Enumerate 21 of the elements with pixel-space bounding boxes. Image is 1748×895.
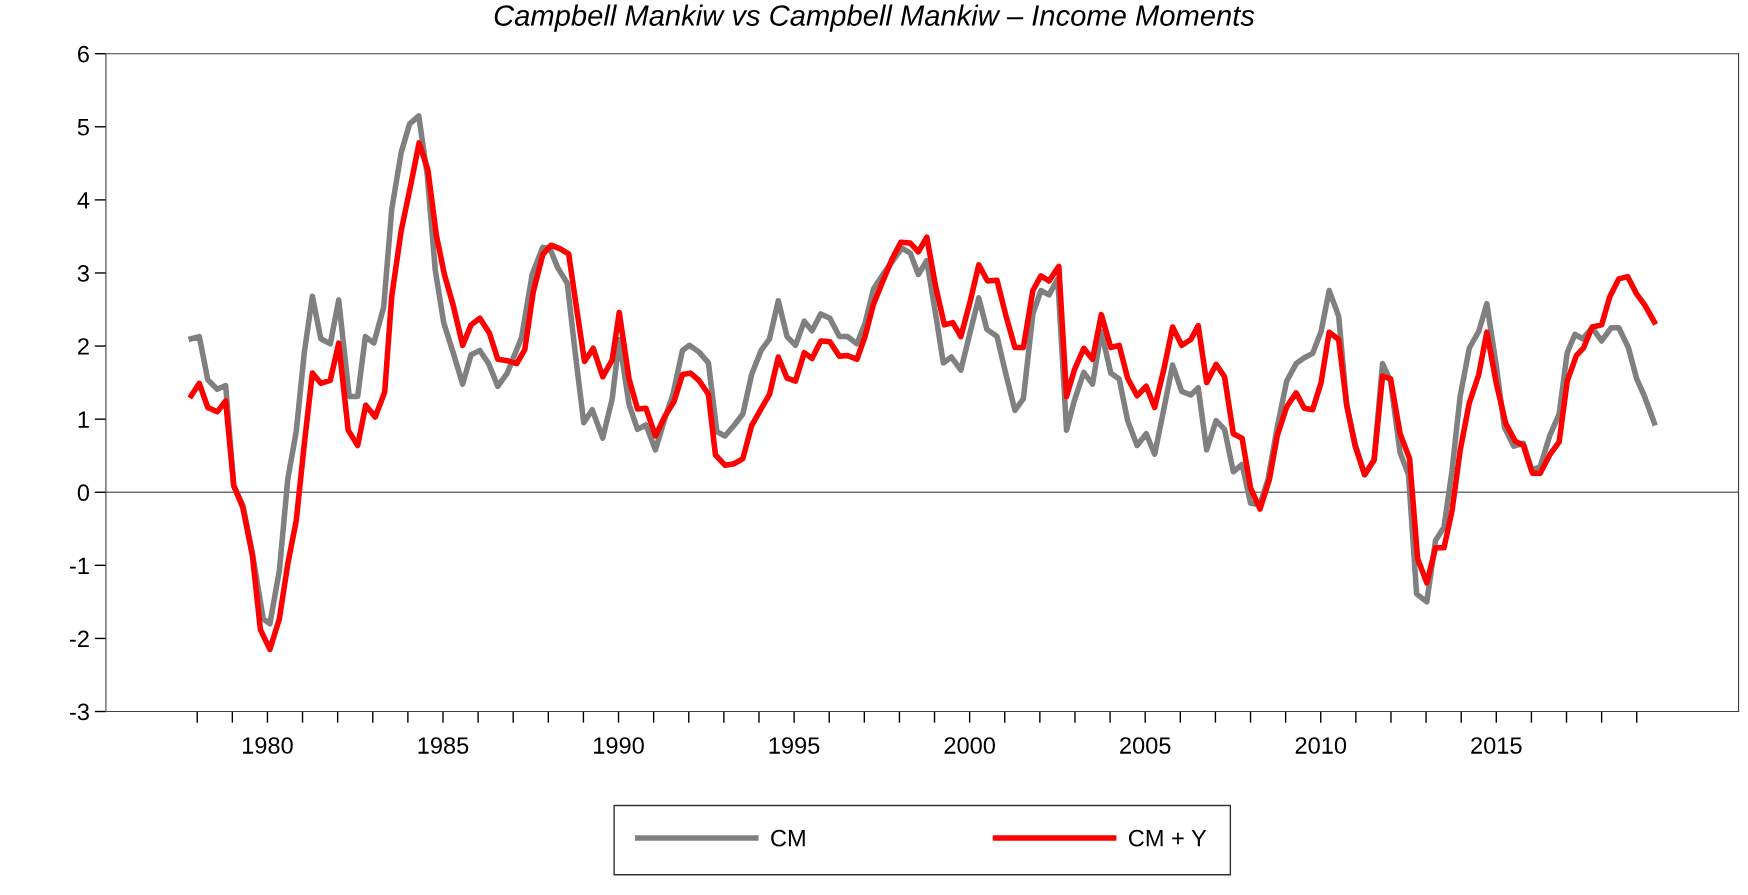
- y-tick-label: -1: [70, 557, 89, 574]
- y-tick-label: 2: [78, 338, 89, 355]
- chart-title: Campbell Mankiw vs Campbell Mankiw – Income Moments: [494, 4, 1255, 32]
- legend-label: CM + Y: [1128, 829, 1207, 847]
- y-tick-label: 3: [77, 265, 89, 282]
- y-tick-label: 1: [78, 411, 89, 428]
- x-tick-label: 2000: [944, 737, 995, 754]
- x-tick-label: 1995: [769, 737, 820, 754]
- x-tick-label: 1980: [242, 737, 293, 754]
- y-tick-label: -2: [70, 630, 89, 647]
- y-tick-label: 5: [77, 119, 89, 136]
- legend-label: CM: [771, 829, 805, 847]
- y-tick-label: 4: [77, 192, 90, 209]
- x-tick-label: 2005: [1120, 737, 1171, 754]
- x-tick-label: 1985: [418, 737, 469, 754]
- x-tick-label: 2015: [1471, 737, 1522, 754]
- x-tick-label: 2010: [1295, 737, 1347, 754]
- y-tick-label: -3: [70, 703, 89, 721]
- y-tick-label: 0: [77, 484, 90, 502]
- y-tick-label: 6: [78, 45, 89, 63]
- x-tick-label: 1990: [594, 737, 644, 754]
